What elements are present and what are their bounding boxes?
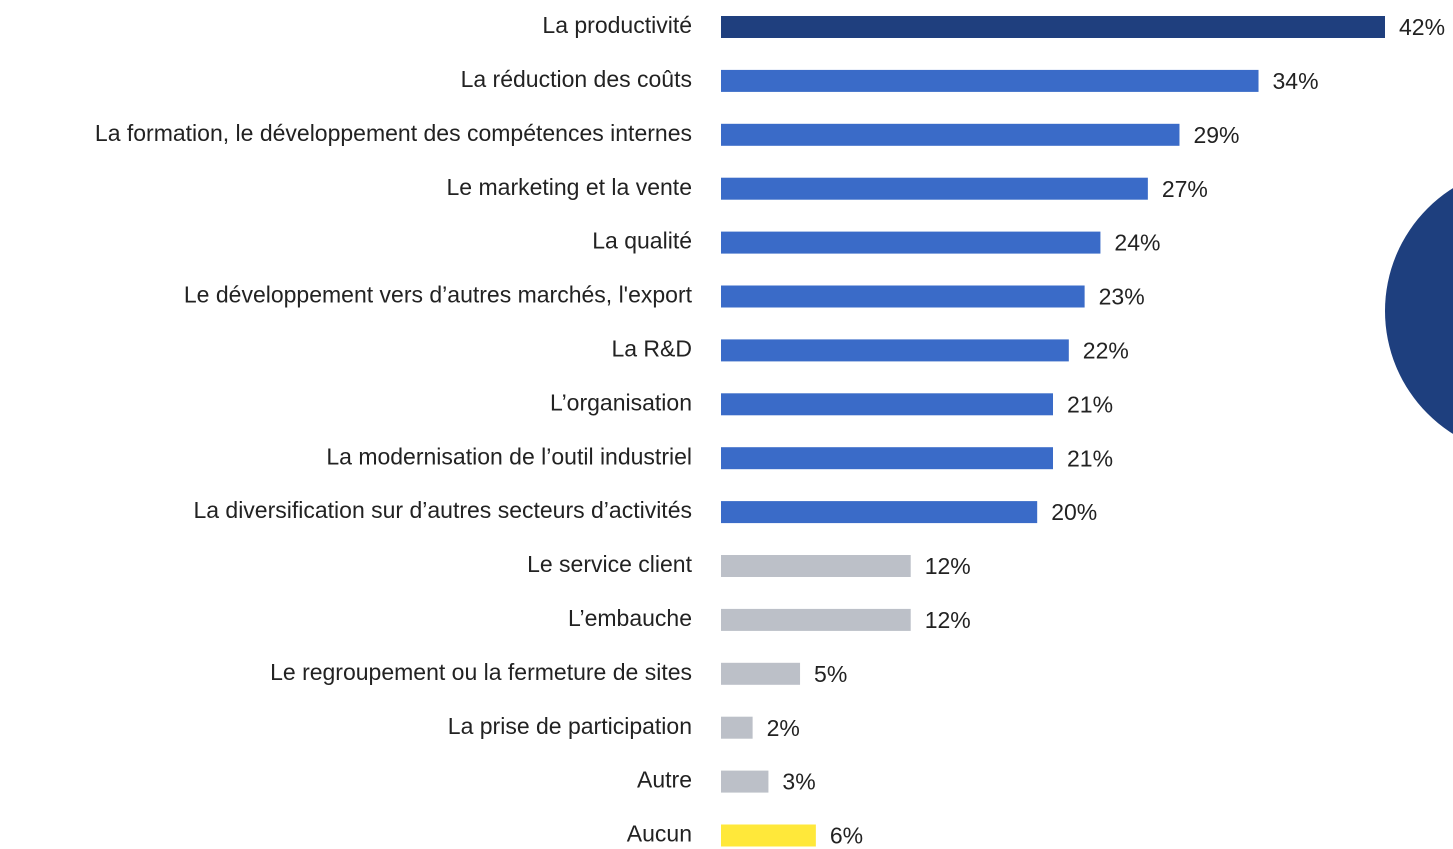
value-label: 21% [1067,445,1113,471]
value-label: 3% [782,769,815,795]
category-label: La modernisation de l’outil industriel [326,443,692,469]
category-label: La diversification sur d’autres secteurs… [193,497,692,523]
category-label: Aucun [627,821,692,847]
bar [721,393,1053,416]
value-label: 5% [814,661,847,687]
bar [721,123,1180,146]
bar [721,339,1069,362]
bar [721,177,1148,200]
category-label: La R&D [611,335,692,361]
bar [721,231,1101,254]
category-label: La prise de participation [448,713,692,739]
value-label: 22% [1083,337,1129,363]
bar [721,662,801,685]
category-label: La réduction des coûts [461,66,692,92]
value-label: 29% [1193,122,1239,148]
bar [721,716,753,739]
value-label: 20% [1051,499,1097,525]
bar [721,447,1053,470]
decorative-circle [1385,188,1453,434]
bar [721,16,1385,38]
value-label: 21% [1067,391,1113,417]
category-label: Autre [637,767,692,793]
bar [721,824,816,847]
value-label: 23% [1099,284,1145,310]
bar [721,501,1038,524]
bar [721,285,1085,308]
category-label: La formation, le développement des compé… [95,120,692,146]
value-label: 42% [1399,14,1445,40]
category-label: Le service client [527,551,693,577]
category-label: L’organisation [550,389,692,415]
bar [721,69,1259,92]
value-label: 12% [925,607,971,633]
category-label: Le marketing et la vente [447,174,692,200]
value-label: 6% [830,823,863,849]
category-label: La productivité [542,12,692,38]
value-label: 34% [1273,68,1319,94]
bar [721,555,911,577]
bar [721,770,769,793]
value-label: 24% [1114,230,1160,256]
value-label: 12% [925,553,971,579]
category-label: Le développement vers d’autres marchés, … [184,282,693,308]
category-label: La qualité [592,228,692,254]
bar [721,608,911,631]
category-label: L’embauche [568,605,692,631]
category-label: Le regroupement ou la fermeture de sites [270,659,692,685]
value-label: 27% [1162,176,1208,202]
value-label: 2% [767,715,800,741]
